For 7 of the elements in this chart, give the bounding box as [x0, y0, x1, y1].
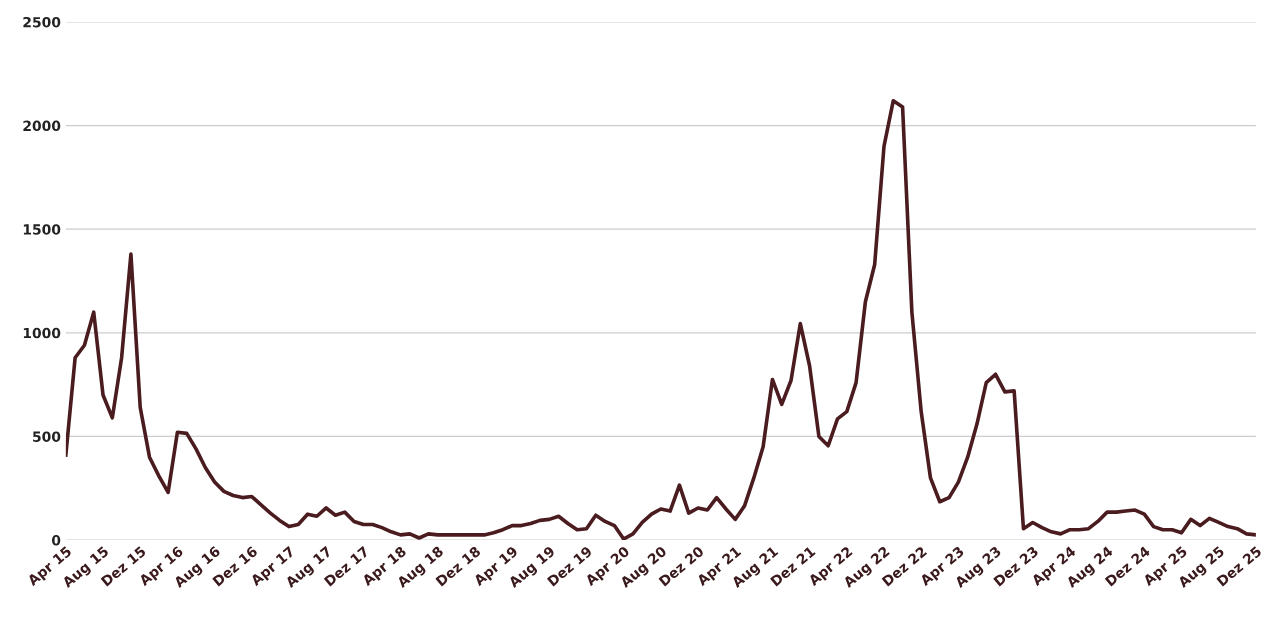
line-series	[65, 98, 1256, 541]
y-tick-label: 1500	[23, 224, 61, 235]
y-tick-label: 1000	[23, 327, 61, 339]
y-tick-label: 2000	[23, 120, 61, 132]
y-tick-label: 2500	[23, 16, 61, 28]
y-tick-label: 500	[33, 431, 61, 442]
y-tick-label: 0	[51, 535, 61, 546]
